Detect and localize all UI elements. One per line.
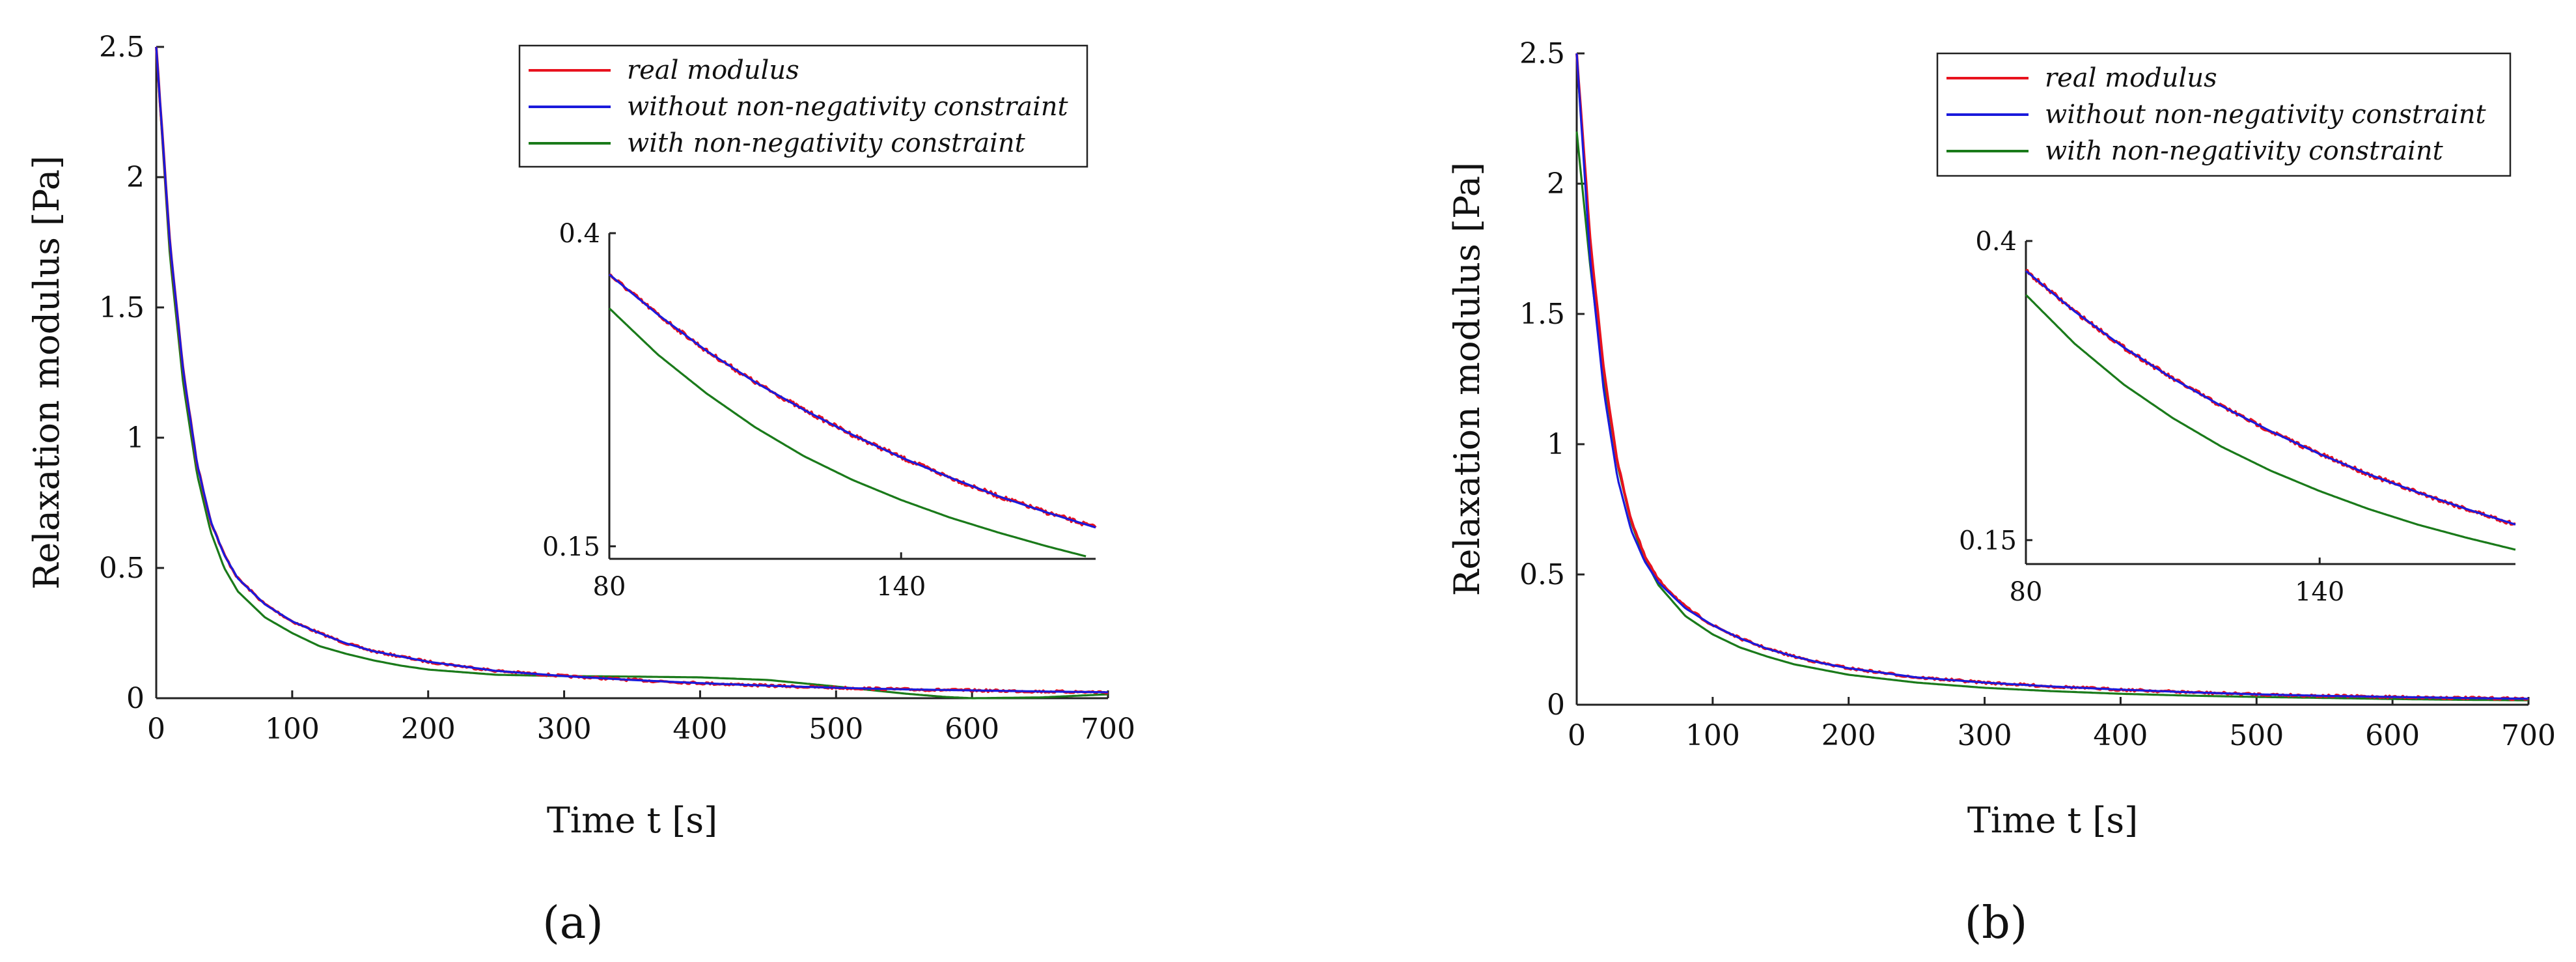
inset-series-line-2	[2025, 294, 2516, 551]
inset-y-tick-label: 0.15	[542, 532, 600, 562]
inset-background	[609, 233, 1096, 559]
inset-series-line-1	[608, 274, 1096, 529]
inset-y-tick-label: 0.15	[1959, 526, 2017, 556]
inset-series-line-2	[608, 307, 1087, 558]
y-tick-label: 0	[1547, 688, 1565, 722]
legend-entry-0: real modulus	[627, 55, 799, 85]
inset-x-tick-label: 80	[2010, 577, 2043, 607]
y-axis-label: Relaxation modulus [Pa]	[26, 156, 67, 589]
y-tick-label: 1	[126, 421, 145, 455]
series-line-1	[155, 46, 1108, 694]
legend-entry-0: real modulus	[2045, 63, 2217, 93]
y-tick-label: 0.5	[99, 552, 145, 585]
x-tick-label: 0	[147, 713, 165, 746]
x-axis-label: Time t [s]	[547, 800, 717, 841]
series-line-1	[1575, 53, 2528, 700]
inset-y-tick-label: 0.4	[1975, 227, 2017, 257]
x-tick-label: 600	[945, 713, 999, 746]
legend: real modulus without non-negativity const…	[518, 44, 1088, 168]
y-tick-label: 1	[1547, 428, 1565, 461]
chart-panel-b: 0 100 200 300 400 500 600 700 0 0.5 1 1.5 2 2.5 Time t…	[1447, 37, 2556, 949]
panel-label: (b)	[1965, 898, 2028, 949]
x-tick-label: 300	[537, 713, 592, 746]
inset-y-tick-label: 0.4	[559, 219, 600, 249]
x-tick-label: 600	[2365, 719, 2420, 752]
x-axis-label: Time t [s]	[1967, 800, 2138, 841]
chart-panel-a: 0 100 200 300 400 500 600 700 0 0.5 1 1.5 2 2.5 Time t…	[26, 31, 1135, 949]
x-tick-label: 200	[1821, 719, 1876, 752]
y-tick-label: 2	[1547, 167, 1565, 201]
inset-series-line-1	[2025, 270, 2516, 526]
y-tick-label: 0.5	[1519, 558, 1565, 591]
y-tick-label: 2	[126, 161, 145, 194]
panel-label: (a)	[542, 898, 603, 949]
legend-entry-2: with non-negativity constraint	[627, 128, 1026, 158]
x-tick-label: 700	[1081, 713, 1135, 746]
x-tick-label: 500	[2229, 719, 2284, 752]
x-tick-label: 200	[401, 713, 456, 746]
x-tick-label: 100	[1685, 719, 1740, 752]
inset-background	[2026, 241, 2515, 564]
inset-x-tick-label: 140	[2295, 577, 2344, 607]
legend-entry-1: without non-negativity constraint	[627, 92, 1069, 122]
x-tick-label: 700	[2501, 719, 2556, 752]
inset-chart: 80 140 0.15 0.4	[1959, 227, 2516, 607]
x-tick-label: 400	[672, 713, 727, 746]
x-tick-label: 100	[265, 713, 320, 746]
y-axis-label: Relaxation modulus [Pa]	[1447, 162, 1488, 596]
series-line-2	[1575, 131, 2528, 701]
y-tick-label: 2.5	[99, 31, 145, 64]
x-tick-label: 400	[2093, 719, 2148, 752]
legend-box	[1936, 52, 2512, 177]
inset-x-tick-label: 140	[876, 572, 926, 602]
x-tick-label: 500	[809, 713, 863, 746]
legend-entry-2: with non-negativity constraint	[2045, 136, 2444, 166]
series-line-2	[155, 46, 1109, 700]
y-tick-label: 0	[126, 682, 145, 715]
legend-entry-1: without non-negativity constraint	[2045, 100, 2487, 130]
y-tick-label: 1.5	[99, 291, 145, 324]
inset-x-tick-label: 80	[593, 572, 626, 602]
legend: real modulus without non-negativity const…	[1936, 52, 2512, 177]
legend-box	[518, 44, 1088, 168]
inset-chart: 80 140 0.15 0.4	[542, 219, 1097, 602]
x-tick-label: 0	[1568, 719, 1586, 752]
x-tick-label: 300	[1958, 719, 2012, 752]
y-tick-label: 1.5	[1519, 298, 1565, 331]
y-tick-label: 2.5	[1519, 37, 1565, 70]
